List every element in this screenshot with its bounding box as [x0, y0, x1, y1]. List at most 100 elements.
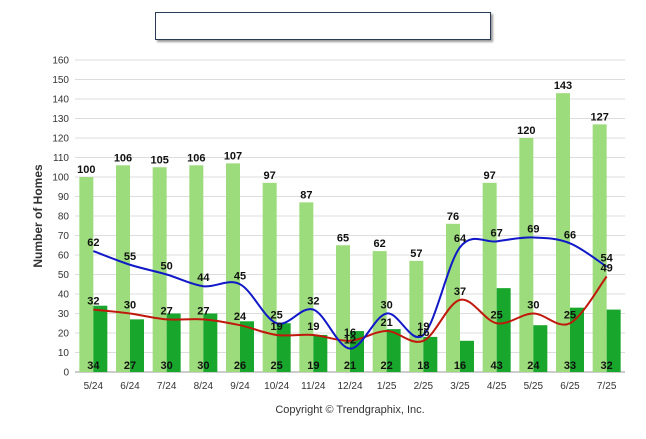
pended-value-label: 37 — [454, 286, 466, 298]
new-listing-value-label: 67 — [491, 227, 503, 239]
x-tick-label: 1/25 — [377, 381, 397, 392]
pended-value-label: 19 — [307, 321, 319, 333]
y-tick-label: 120 — [52, 134, 69, 145]
for-sale-value-label: 106 — [114, 152, 132, 164]
for-sale-value-label: 97 — [264, 170, 276, 182]
for-sale-value-label: 76 — [447, 211, 459, 223]
y-tick-label: 130 — [52, 114, 69, 125]
for-sale-value-label: 143 — [554, 80, 572, 92]
sold-bar — [203, 313, 218, 372]
new-listing-line — [92, 236, 608, 350]
pended-value-label: 30 — [527, 300, 539, 312]
for-sale-bar — [519, 138, 534, 372]
new-listing-value-label: 66 — [564, 229, 576, 241]
for-sale-bar — [482, 182, 497, 372]
sold-value-label: 16 — [454, 360, 466, 372]
x-tick-label: 7/25 — [597, 381, 617, 392]
for-sale-bar — [189, 165, 204, 372]
x-tick-label: 12/24 — [337, 381, 362, 392]
sold-bar — [130, 319, 144, 372]
x-tick-label: 5/25 — [524, 381, 544, 392]
new-listing-value-label: 19 — [417, 321, 429, 333]
sold-bar — [166, 313, 181, 372]
sold-value-label: 32 — [601, 360, 613, 372]
for-sale-bar — [336, 245, 350, 372]
sold-value-label: 33 — [564, 360, 576, 372]
for-sale-bar — [226, 163, 240, 372]
legend — [155, 12, 491, 40]
for-sale-value-label: 107 — [224, 150, 242, 162]
y-tick-label: 40 — [58, 290, 70, 301]
y-tick-label: 140 — [52, 95, 69, 106]
y-tick-label: 50 — [58, 270, 70, 281]
y-tick-label: 100 — [52, 173, 69, 184]
pended-value-label: 49 — [601, 262, 613, 274]
y-tick-label: 60 — [58, 251, 70, 262]
x-tick-label: 9/24 — [230, 381, 250, 392]
for-sale-bar — [592, 124, 607, 372]
sold-bar — [460, 340, 474, 372]
x-tick-label: 6/24 — [120, 381, 140, 392]
sold-bar — [386, 329, 401, 372]
for-sale-value-label: 65 — [337, 232, 349, 244]
sold-value-label: 30 — [197, 360, 209, 372]
sold-value-label: 26 — [234, 360, 246, 372]
sold-value-label: 19 — [307, 360, 319, 372]
copyright-text: Copyright © Trendgraphix, Inc. — [275, 404, 424, 416]
y-tick-label: 10 — [58, 348, 70, 359]
sold-bar — [570, 307, 584, 372]
pended-value-label: 25 — [564, 309, 576, 321]
x-tick-label: 10/24 — [264, 381, 289, 392]
for-sale-value-label: 100 — [77, 164, 95, 176]
for-sale-value-label: 87 — [300, 189, 312, 201]
y-tick-label: 30 — [58, 309, 70, 320]
new-listing-value-label: 64 — [454, 233, 467, 245]
for-sale-bar — [446, 223, 460, 372]
pended-line — [93, 275, 608, 343]
new-listing-value-label: 44 — [197, 272, 210, 284]
pended-value-label: 27 — [161, 305, 173, 317]
x-tick-label: 5/24 — [84, 381, 104, 392]
for-sale-bar — [556, 93, 570, 373]
for-sale-value-label: 62 — [374, 238, 386, 250]
sold-bar — [240, 321, 254, 372]
x-tick-label: 4/25 — [487, 381, 507, 392]
new-listing-value-label: 45 — [234, 270, 246, 282]
pended-value-label: 16 — [417, 327, 429, 339]
pended-value-label: 32 — [87, 296, 99, 308]
sold-bar — [606, 309, 621, 372]
y-tick-label: 160 — [52, 56, 69, 67]
sold-bar — [313, 334, 328, 372]
for-sale-bar — [299, 202, 314, 372]
x-tick-label: 3/25 — [450, 381, 470, 392]
sold-value-label: 25 — [271, 360, 283, 372]
y-tick-label: 70 — [58, 231, 70, 242]
new-listing-value-label: 62 — [87, 237, 99, 249]
for-sale-value-label: 127 — [590, 111, 608, 123]
new-listing-value-label: 32 — [307, 296, 319, 308]
for-sale-value-label: 97 — [484, 170, 496, 182]
sold-bar — [496, 288, 511, 372]
sold-value-label: 34 — [87, 360, 100, 372]
new-listing-value-label: 55 — [124, 251, 136, 263]
sold-bar — [533, 325, 548, 372]
y-axis-title: Number of Homes — [31, 164, 45, 268]
for-sale-value-label: 105 — [150, 154, 168, 166]
new-listing-value-label: 69 — [527, 223, 539, 235]
y-tick-label: 150 — [52, 75, 69, 86]
pended-value-label: 30 — [124, 300, 136, 312]
for-sale-value-label: 120 — [517, 125, 535, 137]
y-tick-label: 20 — [58, 329, 70, 340]
sold-value-label: 24 — [527, 360, 540, 372]
y-tick-label: 80 — [58, 212, 70, 223]
sold-value-label: 43 — [491, 360, 503, 372]
sold-value-label: 21 — [344, 360, 356, 372]
x-tick-label: 11/24 — [301, 381, 326, 392]
new-listing-value-label: 50 — [161, 261, 173, 273]
pended-value-label: 24 — [234, 311, 247, 323]
for-sale-bar — [262, 182, 277, 372]
x-tick-label: 2/25 — [414, 381, 434, 392]
sold-value-label: 18 — [417, 360, 429, 372]
